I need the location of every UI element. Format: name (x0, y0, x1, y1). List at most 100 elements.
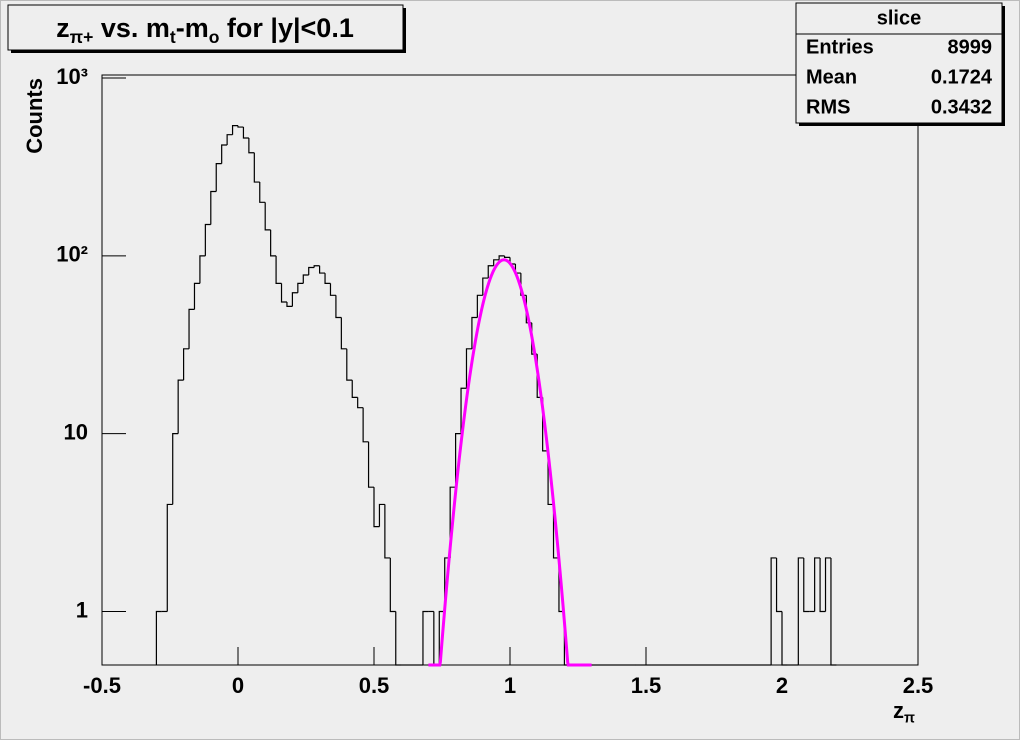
stats-label: Mean (806, 66, 857, 88)
stats-box: slice Entries 8999 Mean 0.1724 RMS 0.3432 (795, 2, 1005, 126)
histogram-bin (280, 283, 287, 303)
histogram-bin (221, 144, 228, 164)
plot-frame (101, 74, 919, 666)
histogram-bin (204, 223, 211, 256)
text-run: z (56, 13, 70, 43)
x-tick-label: 1.5 (631, 673, 662, 698)
histogram-bin (264, 202, 271, 231)
histogram-bin (384, 504, 391, 559)
x-tick-label: 2 (776, 673, 788, 698)
histogram-bin (335, 295, 342, 319)
histogram-bin (210, 190, 217, 225)
x-tick-label: -0.5 (83, 673, 121, 698)
histogram-bin (824, 557, 831, 612)
histogram-bin (493, 259, 500, 266)
histogram-bin (395, 611, 402, 666)
histogram-bin (340, 317, 347, 350)
histogram-bin (193, 282, 200, 310)
text-run: for |y|<0.1 (219, 13, 353, 43)
title-box (7, 4, 404, 51)
histogram-bin (460, 387, 467, 434)
histogram-bin (286, 302, 293, 307)
histogram-bin (275, 255, 282, 284)
histogram-bin (797, 557, 804, 665)
histogram-bin (482, 277, 489, 296)
y-tick-label: 10³ (56, 64, 88, 89)
histogram-bin (803, 557, 810, 613)
histogram-bin (498, 255, 505, 260)
histogram-bin (547, 450, 554, 506)
fit-curve (428, 258, 592, 667)
histogram-bin (183, 348, 190, 381)
histogram-bin (830, 557, 837, 666)
x-tick-label: 2.5 (903, 673, 934, 698)
histogram-bin (422, 610, 429, 665)
histogram-bin (253, 152, 260, 183)
y-axis-label: Counts (22, 78, 47, 154)
histogram-bin (487, 265, 494, 279)
histogram-bin (455, 433, 462, 488)
histogram-bin (770, 557, 777, 665)
histogram-bin (819, 557, 826, 613)
histogram-bin (362, 407, 369, 443)
histogram-bin (346, 348, 353, 381)
subscript: t (170, 27, 176, 47)
histogram-bin (308, 266, 315, 276)
histogram-bin (503, 255, 510, 259)
stats-value: 0.1724 (931, 66, 993, 88)
text-run: -m (176, 13, 209, 43)
y-tick-label: 1 (76, 597, 88, 622)
subscript: π (904, 710, 915, 726)
histogram-bin (476, 294, 483, 318)
text-run: vs. m (93, 13, 170, 43)
text-run: z (893, 698, 904, 723)
stats-value: 8999 (948, 36, 993, 58)
histogram-bin (155, 610, 162, 665)
histogram-bin (242, 127, 249, 139)
histogram-bin (231, 125, 238, 135)
y-tick-label: 10² (56, 242, 88, 267)
histogram-bin (319, 265, 326, 274)
stats-value: 0.3432 (931, 96, 992, 118)
histogram-bin (166, 503, 173, 612)
y-tick-label: 10 (64, 419, 88, 444)
x-axis-label: zπ (893, 698, 915, 727)
x-tick-label: 1 (504, 673, 516, 698)
histogram-bin (297, 282, 304, 293)
x-tick-label: 0.5 (359, 673, 390, 698)
histogram-bin (188, 308, 195, 349)
histogram-bin (302, 274, 309, 284)
histogram-bin (471, 316, 478, 349)
histogram-bin (389, 557, 396, 613)
chart-title: zπ+ vs. mt-mo for |y|<0.1 (56, 13, 354, 47)
histogram-bin (248, 137, 255, 154)
histogram-bin (520, 273, 527, 296)
histogram-bin (177, 379, 184, 434)
stats-frame (795, 2, 1003, 124)
histogram-bin (270, 229, 277, 257)
histogram-bin (465, 348, 472, 389)
histogram-bin (351, 380, 358, 398)
stats-title: slice (877, 7, 921, 29)
x-tick-label: 0 (232, 673, 244, 698)
histogram-bin (237, 125, 244, 128)
histogram-bin (378, 503, 385, 527)
histogram-bin (552, 504, 559, 559)
histogram-bin (329, 283, 336, 296)
histogram-bin (367, 441, 374, 488)
histogram-bin (324, 273, 331, 284)
histogram-bin (373, 487, 380, 528)
stats-label: Entries (806, 36, 874, 58)
histogram-bin (357, 397, 364, 409)
histogram-bin (172, 433, 179, 505)
subscript: π+ (70, 27, 94, 47)
histogram-bin (226, 134, 233, 146)
histogram-bin (775, 557, 782, 613)
subscript: o (209, 27, 220, 47)
stats-label: RMS (806, 96, 850, 118)
histogram-bin (259, 182, 266, 203)
histogram-bin (814, 557, 821, 612)
histogram-bin (291, 292, 298, 307)
histogram-bin (438, 610, 445, 665)
